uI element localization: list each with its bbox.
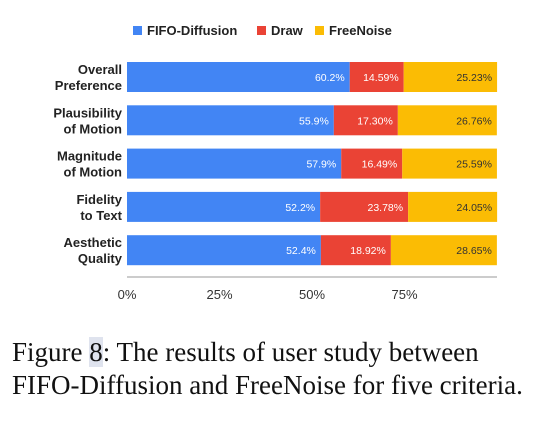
bar-segment	[127, 105, 334, 136]
caption-label: Figure	[12, 337, 83, 367]
category-label: of Motion	[64, 165, 123, 180]
data-label: 16.49%	[362, 159, 398, 171]
category-label: Quality	[78, 251, 123, 266]
data-label: 25.23%	[456, 72, 492, 84]
category-label: Aesthetic	[63, 235, 122, 250]
data-label: 24.05%	[456, 202, 492, 214]
data-label: 18.92%	[350, 245, 386, 257]
legend-label: FIFO-Diffusion	[147, 23, 237, 38]
bar-segment	[320, 235, 391, 266]
bar-segment	[397, 105, 497, 136]
data-label: 60.2%	[315, 72, 345, 84]
x-axis-ticks: 0% 25% 50% 75%	[118, 287, 418, 302]
data-label: 55.9%	[299, 115, 329, 127]
data-label: 26.76%	[456, 115, 492, 127]
bar-segment	[390, 235, 497, 266]
bar-group: 60.2% 14.59% 25.23% 55.9% 17.30% 26.76% 57.9% 1…	[127, 62, 498, 266]
category-label: Fidelity	[76, 192, 122, 207]
caption-number: 8	[89, 337, 103, 367]
bar-segment	[320, 191, 409, 222]
figure-caption: Figure 8: The results of user study betw…	[12, 336, 532, 402]
x-tick-label: 0%	[118, 287, 137, 302]
data-label: 17.30%	[357, 115, 393, 127]
caption-text: : The results of user study between FIFO…	[12, 337, 523, 400]
legend-label: FreeNoise	[329, 23, 392, 38]
bar-segment	[127, 62, 350, 92]
x-tick-label: 50%	[299, 287, 325, 302]
bar-segment	[127, 148, 342, 179]
bar-segment	[349, 62, 404, 92]
bar-segment	[341, 148, 403, 179]
legend-swatch	[133, 26, 142, 35]
data-label: 23.78%	[368, 202, 404, 214]
category-label: Preference	[55, 78, 122, 93]
legend-swatch	[315, 26, 324, 35]
category-label: of Motion	[64, 121, 123, 136]
legend-label: Draw	[271, 23, 304, 38]
bar-segment	[402, 148, 497, 179]
category-label: Plausibility	[53, 105, 122, 120]
x-tick-label: 25%	[206, 287, 232, 302]
bar-segment	[127, 235, 321, 266]
stacked-bar-chart: FIFO-Diffusion Draw FreeNoise OverallPrefe…	[53, 23, 498, 302]
category-label: Overall	[78, 62, 122, 77]
data-label: 14.59%	[363, 72, 399, 84]
bar-segment	[127, 191, 321, 222]
data-label: 52.4%	[286, 245, 316, 257]
category-label: Magnitude	[57, 149, 122, 164]
chart-legend: FIFO-Diffusion Draw FreeNoise	[133, 23, 392, 38]
data-label: 57.9%	[306, 159, 336, 171]
bar-segment	[408, 191, 498, 222]
x-tick-label: 75%	[391, 287, 417, 302]
legend-swatch	[257, 26, 266, 35]
data-label: 28.65%	[456, 245, 492, 257]
data-label: 25.59%	[456, 159, 492, 171]
bar-segment	[333, 105, 398, 136]
data-label: 52.2%	[285, 202, 315, 214]
bar-segment	[403, 62, 498, 92]
category-label: to Text	[80, 208, 122, 223]
